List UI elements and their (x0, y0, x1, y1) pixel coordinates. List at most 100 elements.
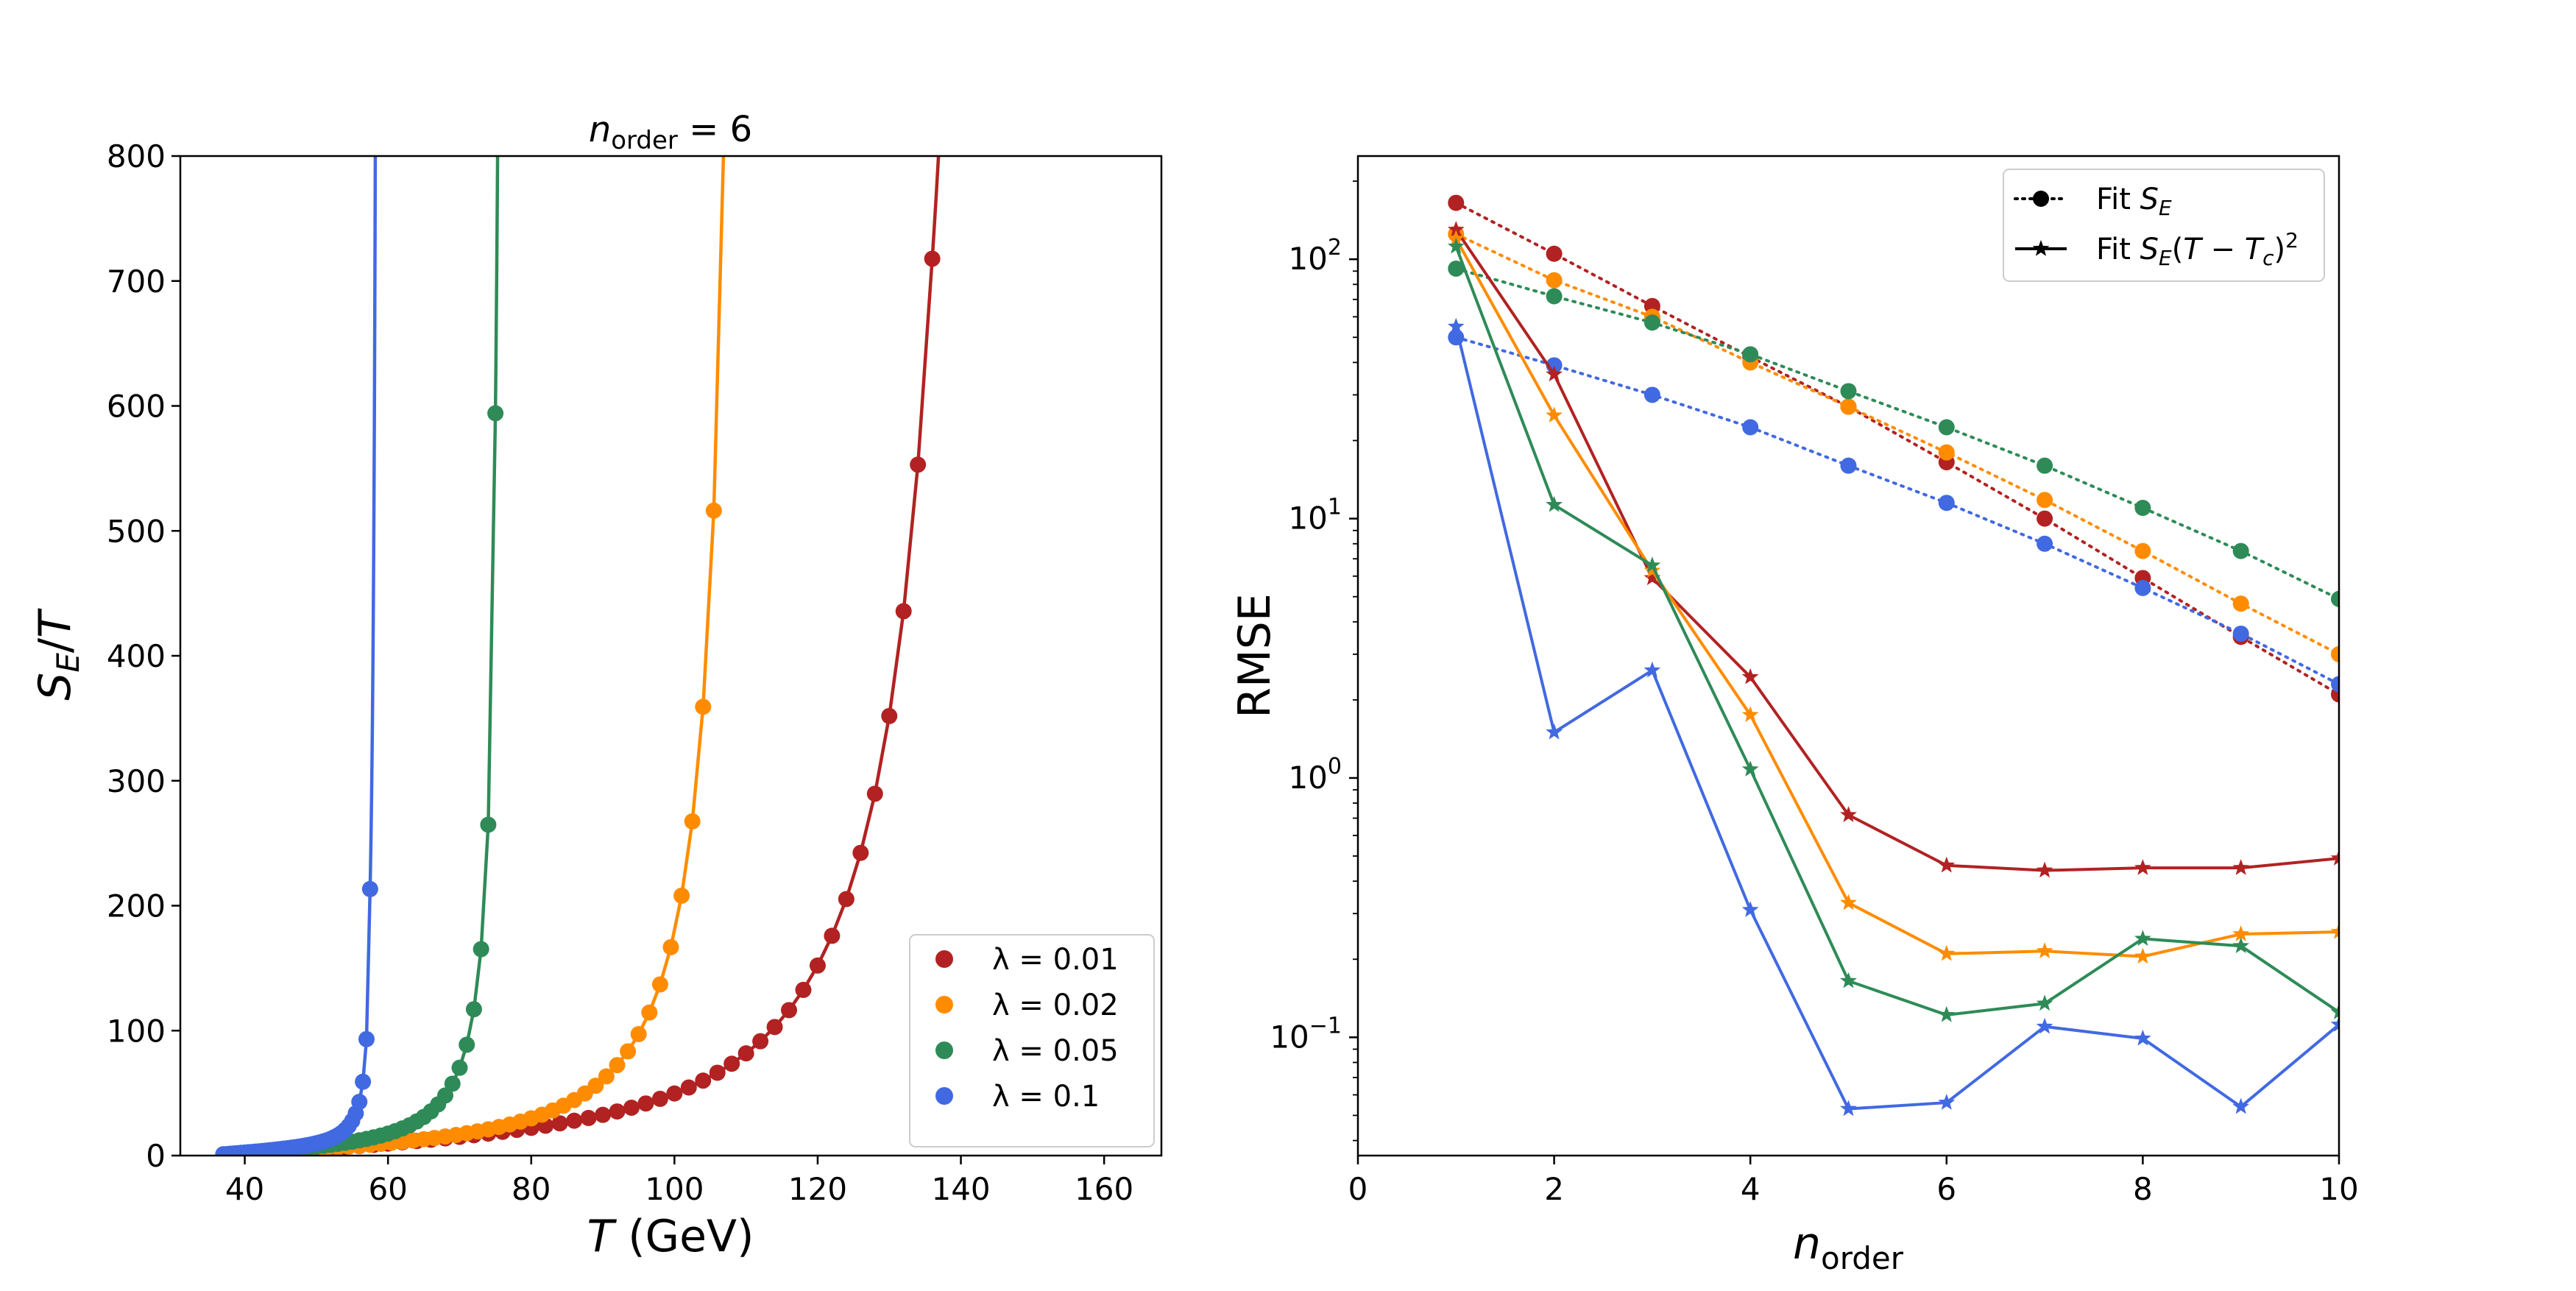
right-point-0-1-fit-s-e (2134, 579, 2151, 596)
right-point-0-1-fit-s-e-t-t-c-2 (1546, 723, 1563, 740)
right-point-0-1-fit-s-e-t-t-c-2 (1447, 317, 1465, 334)
right-point-0-05-fit-s-e-t-t-c-2 (2134, 930, 2151, 947)
left-point-0-02 (662, 938, 679, 955)
left-point-0-02 (620, 1043, 637, 1060)
left-point-0-01 (838, 891, 854, 908)
right-point-0-02-fit-s-e (1840, 398, 1857, 415)
right-series-line-0-02-fit-s-e (1454, 233, 2339, 656)
right-point-0-05-fit-s-e-t-t-c-2 (2330, 1003, 2339, 1019)
left-point-0-02 (609, 1057, 626, 1074)
left-point-0-01 (680, 1079, 697, 1096)
left-point-0-01 (580, 1109, 597, 1126)
left-y-tick-label: 200 (107, 888, 166, 924)
right-point-0-1-fit-s-e (2331, 676, 2339, 693)
right-series-line-0-1-fit-s-e-t-t-c-2 (1454, 326, 2339, 1111)
right-point-0-02-fit-s-e (1546, 272, 1563, 289)
left-axes: 40 60 80 100 120 140 160 0 100 200 300 400 500 600 700… (107, 138, 1133, 1207)
right-point-0-1-fit-s-e (1840, 457, 1857, 474)
right-point-0-05-fit-s-e (2037, 457, 2053, 474)
left-point-0-1 (355, 1073, 372, 1090)
left-y-tick-label: 800 (107, 138, 166, 174)
right-point-0-1-fit-s-e (2232, 625, 2249, 642)
right-point-0-01-fit-s-e-t-t-c-2 (1643, 569, 1661, 586)
left-point-0-05 (487, 405, 504, 422)
right-chart: 0 2 4 6 8 10 10−1 100 101 102 norder RMSE Fit SE … (1229, 155, 2359, 1276)
left-point-0-01 (881, 707, 898, 724)
left-point-0-05 (437, 1087, 454, 1104)
right-axes: 0 2 4 6 8 10 10−1 100 101 102 (1270, 180, 2359, 1207)
left-y-tick-label: 100 (107, 1013, 166, 1049)
left-point-0-01 (551, 1115, 568, 1132)
left-point-0-02 (587, 1078, 604, 1094)
right-point-0-05-fit-s-e-t-t-c-2 (1840, 972, 1857, 988)
legend-fit-corrected-marker (2032, 240, 2050, 256)
left-point-0-01 (795, 981, 812, 998)
right-x-tick-label: 0 (1348, 1171, 1368, 1207)
right-point-0-02-fit-s-e (2331, 646, 2339, 662)
right-point-0-1-fit-s-e-t-t-c-2 (1741, 901, 1759, 917)
left-y-tick-label: 700 (107, 263, 166, 300)
left-y-tick-label: 600 (107, 389, 166, 425)
right-point-0-05-fit-s-e-t-t-c-2 (1447, 237, 1465, 254)
legend-fit-se-marker (2033, 191, 2049, 207)
left-y-tick-label: 300 (107, 763, 166, 799)
right-point-0-05-fit-s-e (1643, 314, 1660, 331)
right-point-0-01-fit-s-e (2037, 510, 2053, 527)
left-y-axis-label: SE/T (29, 608, 86, 701)
left-point-0-02 (630, 1026, 647, 1042)
right-point-0-05-fit-s-e (1742, 346, 1759, 363)
left-x-tick-label: 80 (512, 1171, 551, 1207)
left-point-0-01 (766, 1019, 783, 1036)
left-point-0-01 (566, 1112, 583, 1129)
right-point-0-1-fit-s-e-t-t-c-2 (2232, 1097, 2250, 1114)
right-point-0-01-fit-s-e-t-t-c-2 (2134, 859, 2151, 875)
right-point-0-02-fit-s-e-t-t-c-2 (2134, 947, 2151, 964)
right-point-0-02-fit-s-e-t-t-c-2 (2036, 942, 2053, 958)
left-legend-label-0-05: λ = 0.05 (992, 1034, 1119, 1068)
left-legend-label-0-1: λ = 0.1 (992, 1080, 1100, 1114)
left-point-0-02 (598, 1068, 615, 1085)
right-point-0-01-fit-s-e-t-t-c-2 (2330, 849, 2339, 866)
left-x-tick-label: 160 (1075, 1171, 1133, 1207)
right-point-0-05-fit-s-e-t-t-c-2 (1741, 760, 1759, 777)
right-point-0-05-fit-s-e (1938, 419, 1955, 436)
left-point-0-05 (451, 1059, 468, 1076)
right-point-0-05-fit-s-e-t-t-c-2 (2232, 937, 2250, 953)
left-point-0-01 (781, 1002, 798, 1019)
right-point-0-05-fit-s-e (2134, 500, 2151, 517)
left-point-0-01 (895, 603, 912, 620)
right-point-0-01-fit-s-e-t-t-c-2 (1938, 856, 1956, 873)
left-point-0-1 (358, 1030, 375, 1047)
right-point-0-02-fit-s-e-t-t-c-2 (1643, 562, 1661, 579)
right-x-tick-label: 4 (1741, 1171, 1761, 1207)
right-series-line-0-01-fit-s-e-t-t-c-2 (1454, 228, 2339, 872)
right-y-tick-label: 102 (1288, 235, 1342, 277)
left-point-0-02 (641, 1004, 658, 1021)
right-point-0-02-fit-s-e (2134, 542, 2151, 559)
left-point-0-01 (637, 1095, 654, 1112)
left-y-tick-label: 500 (107, 513, 166, 549)
right-point-0-02-fit-s-e (2232, 595, 2249, 612)
right-point-0-02-fit-s-e-t-t-c-2 (1938, 944, 1956, 961)
right-series-line-0-02-fit-s-e-t-t-c-2 (1454, 238, 2339, 958)
left-chart: 40 60 80 100 120 140 160 0 100 200 300 400 500 600 700… (29, 109, 1163, 1262)
right-point-0-1-fit-s-e-t-t-c-2 (2330, 1016, 2339, 1032)
right-point-0-02-fit-s-e-t-t-c-2 (2232, 925, 2250, 941)
right-point-0-1-fit-s-e-t-t-c-2 (2036, 1017, 2053, 1034)
right-point-0-02-fit-s-e-t-t-c-2 (1840, 894, 1857, 910)
left-x-tick-label: 120 (788, 1171, 847, 1207)
legend-fit-corrected-label: Fit SE(T − Tc)2 (2096, 228, 2299, 270)
right-x-axis-label: norder (1793, 1218, 1904, 1276)
left-point-0-01 (737, 1045, 754, 1062)
right-point-0-1-fit-s-e-t-t-c-2 (1938, 1094, 1956, 1110)
left-x-axis-label: T (GeV) (587, 1211, 754, 1262)
left-y-tick-label: 400 (107, 638, 166, 674)
left-point-0-01 (910, 456, 927, 473)
left-point-0-05 (480, 816, 497, 833)
left-x-tick-label: 100 (645, 1171, 704, 1207)
left-legend-marker-0-05 (935, 1041, 953, 1059)
left-legend-label-0-02: λ = 0.02 (992, 988, 1119, 1022)
left-legend: λ = 0.01 λ = 0.02 λ = 0.05 λ = 0.1 (909, 934, 1155, 1147)
